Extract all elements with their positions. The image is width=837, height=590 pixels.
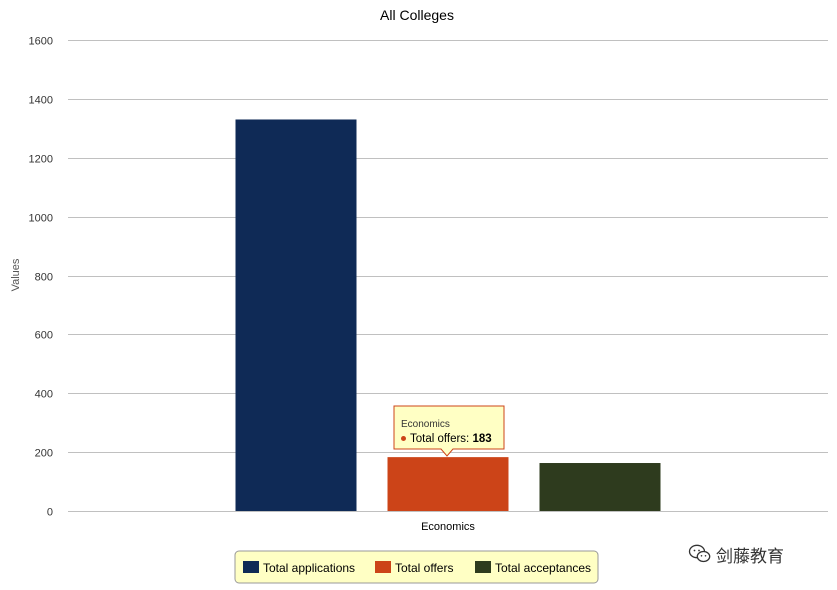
y-tick-label: 800 (35, 272, 53, 284)
bar-total-offers[interactable] (387, 457, 509, 511)
bar-total-acceptances[interactable] (539, 463, 661, 511)
tooltip-value: 183 (472, 433, 491, 445)
y-axis-label: Values (10, 258, 22, 291)
legend-swatch[interactable] (375, 561, 391, 573)
x-category-label: Economics (421, 521, 475, 533)
y-tick-label: 1000 (29, 213, 53, 225)
y-tick-label: 600 (35, 330, 53, 342)
watermark-text: 剑藤教育 (716, 546, 784, 567)
legend-items[interactable]: Total applications Total offers Total acce… (243, 561, 591, 575)
y-axis-ticks: 0 200 400 600 800 1000 1200 1400 1600 (29, 36, 53, 519)
bars (235, 119, 661, 511)
tooltip-series-line: Total offers: 183 (410, 433, 492, 445)
legend-box (234, 550, 599, 584)
tooltip-series-label: Total offers: (410, 433, 469, 445)
y-tick-label: 200 (35, 448, 53, 460)
legend-swatch[interactable] (243, 561, 259, 573)
bar-total-applications[interactable] (235, 119, 357, 511)
y-tick-label: 400 (35, 389, 53, 401)
tooltip-series-dot (401, 436, 406, 441)
tooltip-category: Economics (401, 419, 450, 430)
tooltip-box (393, 405, 505, 457)
legend-label[interactable]: Total acceptances (495, 561, 591, 575)
wechat-icon (688, 544, 711, 563)
y-tick-label: 1400 (29, 95, 53, 107)
legend[interactable]: Total applications Total offers Total acce… (234, 550, 599, 584)
y-tick-label: 1200 (29, 154, 53, 166)
legend-swatch[interactable] (475, 561, 491, 573)
x-axis-labels: Economics (421, 521, 475, 533)
y-tick-label: 1600 (29, 36, 53, 48)
chart-title: All Colleges (380, 7, 454, 23)
tooltip: Economics Total offers: 183 (393, 405, 505, 457)
gridlines (68, 40, 828, 512)
legend-label[interactable]: Total applications (263, 561, 355, 575)
watermark: 剑藤教育 (688, 539, 784, 569)
legend-label[interactable]: Total offers (395, 561, 453, 575)
y-tick-label: 0 (47, 507, 53, 519)
